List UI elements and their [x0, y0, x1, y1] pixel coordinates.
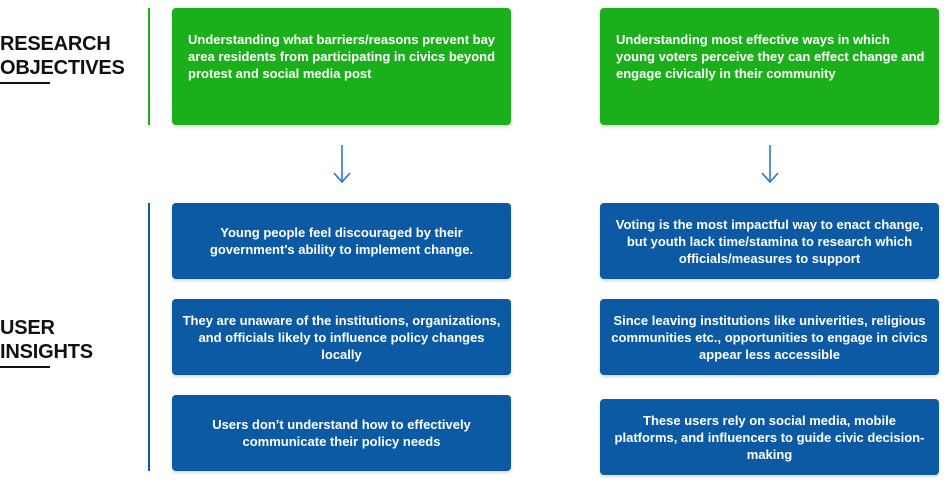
research-title-line2: OBJECTIVES [0, 57, 125, 79]
insights-title-line2: INSIGHTS [0, 341, 93, 363]
user-insights-heading: USER INSIGHTS [0, 316, 93, 364]
insight-box-right-3: These users rely on social media, mobile… [600, 399, 939, 475]
insight-box-left-1: Young people feel discouraged by their g… [172, 203, 511, 279]
insight-box-left-2: They are unaware of the institutions, or… [172, 299, 511, 375]
arrow-down-icon [761, 145, 779, 184]
insight-text-left-2: They are unaware of the institutions, or… [182, 312, 501, 362]
objective-text-1: Understanding what barriers/reasons prev… [188, 32, 496, 81]
insight-box-left-3: Users don’t understand how to effectivel… [172, 395, 511, 471]
objectives-divider-line [148, 8, 150, 125]
insight-text-left-1: Young people feel discouraged by their g… [209, 225, 474, 257]
insight-text-left-3: Users don’t understand how to effectivel… [212, 417, 471, 449]
objective-box-2: Understanding most effective ways in whi… [600, 8, 939, 125]
research-objectives-heading: RESEARCH OBJECTIVES [0, 32, 125, 80]
insights-title-line1: USER [0, 317, 55, 339]
arrow-down-icon [333, 145, 351, 184]
objective-box-1: Understanding what barriers/reasons prev… [172, 8, 511, 125]
insight-text-right-1: Voting is the most impactful way to enac… [615, 216, 924, 266]
insight-box-right-2: Since leaving institutions like univerit… [600, 299, 939, 375]
insight-box-right-1: Voting is the most impactful way to enac… [600, 203, 939, 279]
insight-text-right-3: These users rely on social media, mobile… [614, 412, 925, 462]
insights-heading-underline [0, 366, 50, 368]
research-title-line1: RESEARCH [0, 33, 111, 55]
objective-text-2: Understanding most effective ways in whi… [616, 32, 925, 81]
research-heading-underline [0, 82, 50, 84]
insight-text-right-2: Since leaving institutions like univerit… [611, 312, 928, 362]
insights-divider-line [148, 203, 150, 471]
